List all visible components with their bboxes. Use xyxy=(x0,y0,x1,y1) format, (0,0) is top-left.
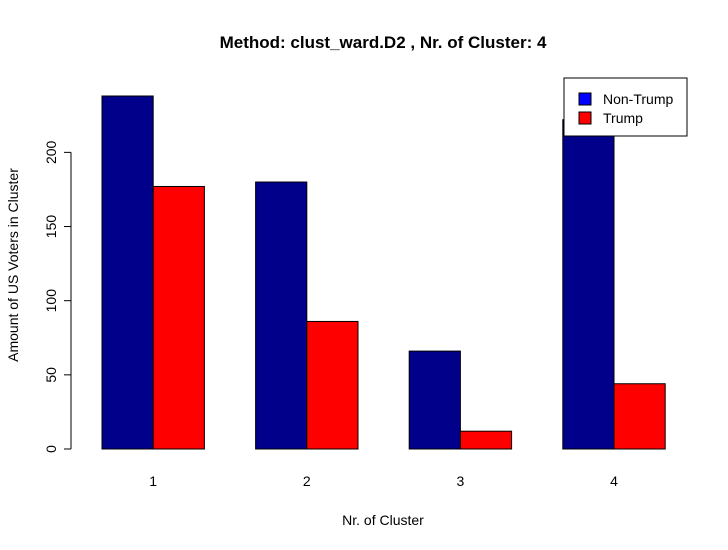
x-axis-tick-labels: 1 2 3 4 xyxy=(149,473,618,489)
y-tick-label-50: 50 xyxy=(43,367,59,383)
bar-trump-3 xyxy=(459,430,513,450)
legend-swatch-trump xyxy=(578,111,592,125)
y-tick-label-150: 150 xyxy=(43,215,59,239)
y-axis-label: Amount of US Voters in Cluster xyxy=(5,168,21,362)
bars-group xyxy=(101,95,666,450)
y-tick-label-200: 200 xyxy=(43,140,59,164)
legend: Non-Trump Trump xyxy=(563,77,688,137)
bar-non-trump-1 xyxy=(101,95,154,450)
y-tick-label-100: 100 xyxy=(43,289,59,313)
x-axis-label: Nr. of Cluster xyxy=(342,512,424,528)
y-tick-label-0: 0 xyxy=(43,445,59,453)
bar-trump-2 xyxy=(306,320,359,450)
x-tick-label-3: 3 xyxy=(457,473,465,489)
bar-trump-4 xyxy=(613,383,666,450)
chart-title: Method: clust_ward.D2 , Nr. of Cluster: … xyxy=(220,33,547,52)
bar-non-trump-4 xyxy=(562,119,615,450)
legend-label-non-trump: Non-Trump xyxy=(603,91,673,107)
x-tick-label-1: 1 xyxy=(149,473,157,489)
legend-swatch-non-trump xyxy=(578,92,592,106)
y-axis: 0 50 100 150 200 xyxy=(43,140,72,453)
x-tick-label-2: 2 xyxy=(303,473,311,489)
x-tick-label-4: 4 xyxy=(610,473,618,489)
legend-box xyxy=(563,77,688,137)
legend-label-trump: Trump xyxy=(603,110,643,126)
bar-non-trump-2 xyxy=(255,181,308,450)
bar-trump-1 xyxy=(152,185,205,450)
bar-non-trump-3 xyxy=(408,350,461,450)
